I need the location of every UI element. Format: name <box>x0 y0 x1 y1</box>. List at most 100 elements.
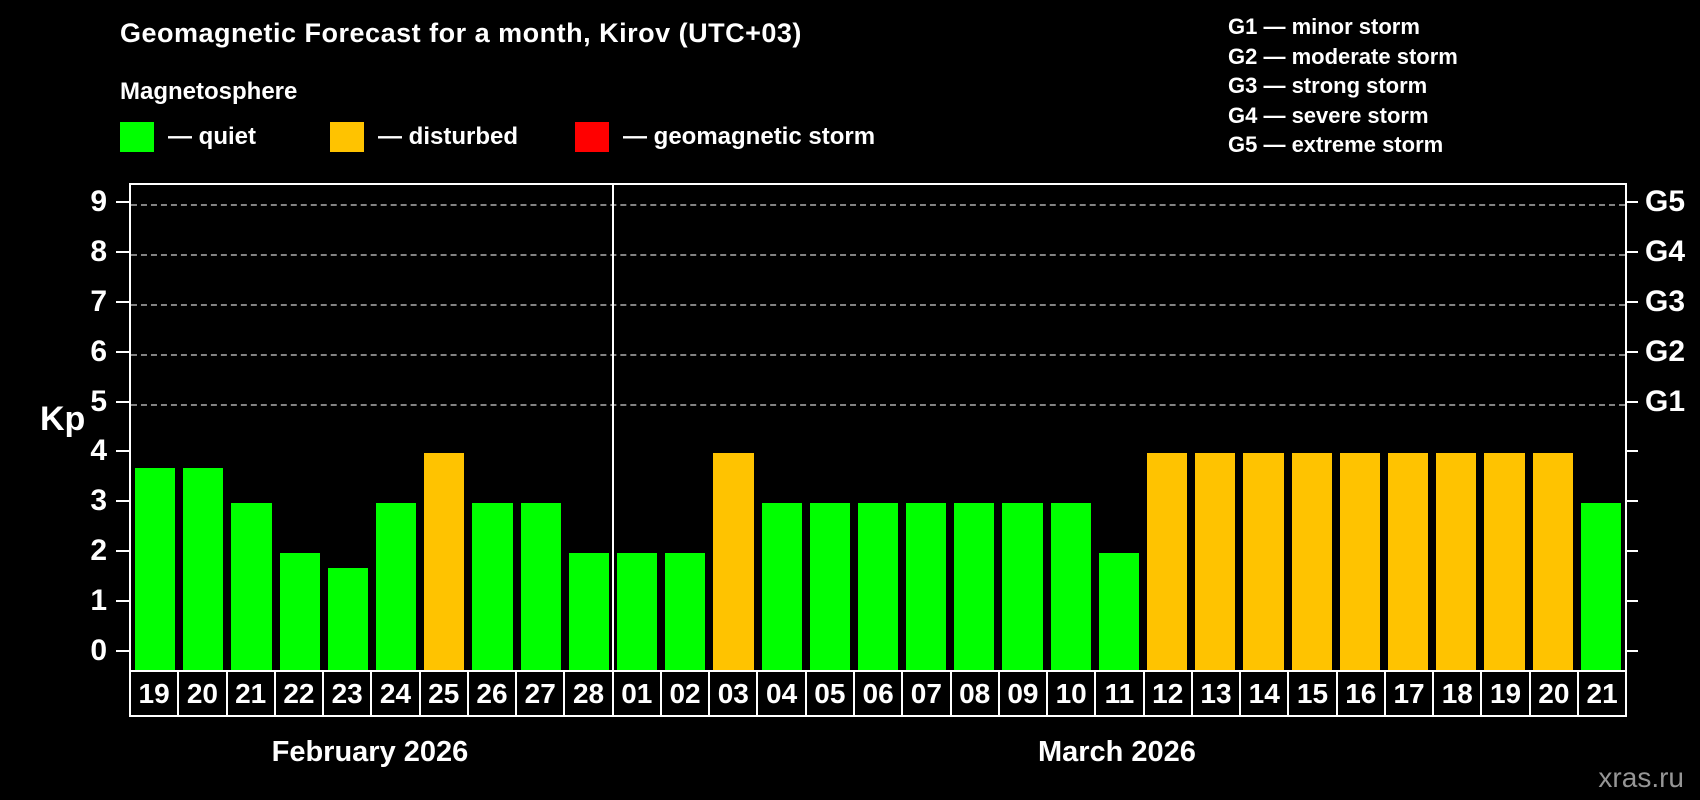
day-label-10: 10 <box>1048 672 1097 715</box>
kp-bar-24 <box>375 503 417 670</box>
day-label-17: 17 <box>1385 672 1435 715</box>
kp-bar-27 <box>520 503 561 670</box>
legend-item-label: — quiet <box>168 123 256 150</box>
y-axis-title: Kp <box>40 400 86 438</box>
day-label-18: 18 <box>1434 672 1483 715</box>
day-label-25: 25 <box>420 672 469 715</box>
y-tick-right-6 <box>1625 350 1638 353</box>
kp-bar-26 <box>472 503 513 670</box>
day-label-20: 20 <box>179 672 228 715</box>
storm-scale-item-g3: G3 — strong storm <box>1228 73 1428 98</box>
disturbed-color-swatch <box>330 122 364 152</box>
kp-bar-07 <box>906 503 947 670</box>
y-tick-right-5 <box>1625 400 1638 403</box>
gridline-kp9 <box>131 204 1625 207</box>
kp-bar-06 <box>857 503 899 670</box>
storm-scale-item-g2: G2 — moderate storm <box>1228 43 1458 69</box>
kp-bar-19 <box>135 468 176 670</box>
kp-bar-09 <box>1002 503 1043 670</box>
day-label-15: 15 <box>1289 672 1338 715</box>
day-label-26: 26 <box>468 672 518 715</box>
g-scale-label-g2: G2 <box>1645 334 1686 368</box>
day-label-08: 08 <box>951 672 1000 715</box>
gridline-kp8 <box>131 254 1625 257</box>
day-label-21: 21 <box>1578 672 1626 715</box>
kp-bar-19 <box>1484 453 1525 670</box>
month-label-march: March 2026 <box>1037 736 1196 768</box>
gridline-kp5 <box>131 403 1625 406</box>
storm-scale-item-g1: G1 — minor storm <box>1228 14 1420 39</box>
y-tick-left-1 <box>116 599 129 602</box>
y-tick-left-0 <box>116 649 129 652</box>
kp-bar-16 <box>1339 453 1381 670</box>
day-label-07: 07 <box>903 672 952 715</box>
legend-item-disturbed: — disturbed <box>330 121 518 153</box>
day-label-09: 09 <box>999 672 1049 715</box>
plot-area <box>129 183 1627 672</box>
kp-bar-05 <box>809 503 850 670</box>
y-tick-right-9 <box>1625 201 1638 204</box>
day-label-12: 12 <box>1144 672 1193 715</box>
kp-bar-08 <box>954 503 995 670</box>
kp-bar-02 <box>665 552 706 670</box>
y-tick-right-7 <box>1625 300 1638 303</box>
y-tick-label-7: 7 <box>90 284 107 318</box>
day-axis-row: 19 20 21 22 23 24 25 26 27 28 01 02 03 04 05 06 07 08 09 10… <box>129 670 1627 717</box>
y-tick-label-0: 0 <box>90 633 107 667</box>
page-title: Geomagnetic Forecast for a month, Kirov … <box>120 18 802 48</box>
month-separator-line <box>611 185 614 670</box>
kp-bar-21 <box>231 503 272 670</box>
g-scale-label-g4: G4 <box>1645 235 1686 269</box>
kp-bar-01 <box>616 552 658 670</box>
gridline-kp6 <box>131 353 1625 356</box>
day-label-27: 27 <box>517 672 566 715</box>
kp-bar-23 <box>327 567 368 670</box>
day-label-20: 20 <box>1530 672 1579 715</box>
kp-bar-13 <box>1195 453 1236 670</box>
quiet-color-swatch <box>120 122 154 152</box>
kp-bar-14 <box>1243 453 1284 670</box>
storm-color-swatch <box>575 122 609 152</box>
y-tick-left-9 <box>116 201 129 204</box>
day-label-03: 03 <box>710 672 759 715</box>
y-tick-right-8 <box>1625 251 1638 254</box>
y-tick-left-8 <box>116 251 129 254</box>
kp-bar-25 <box>424 453 465 670</box>
storm-scale-item-g5: G5 — extreme storm <box>1228 132 1444 157</box>
y-tick-left-6 <box>116 350 129 353</box>
day-label-01: 01 <box>613 672 662 715</box>
legend-item-label: — disturbed <box>378 123 519 150</box>
kp-bar-10 <box>1050 503 1091 670</box>
y-tick-right-4 <box>1625 450 1638 453</box>
kp-bar-28 <box>568 552 609 670</box>
kp-bar-04 <box>761 503 802 670</box>
day-label-04: 04 <box>758 672 807 715</box>
day-label-22: 22 <box>275 672 325 715</box>
kp-bar-17 <box>1388 453 1429 670</box>
kp-bar-12 <box>1147 453 1188 670</box>
day-label-16: 16 <box>1337 672 1386 715</box>
magnetosphere-legend-title: Magnetosphere <box>120 78 298 105</box>
kp-bar-15 <box>1291 453 1332 670</box>
day-label-06: 06 <box>854 672 904 715</box>
y-tick-label-9: 9 <box>90 185 107 219</box>
legend-item-quiet: — quiet <box>120 121 256 153</box>
storm-scale-legend: G1 — minor storm G2 — moderate storm G3 … <box>1228 12 1458 160</box>
kp-bar-03 <box>713 453 754 670</box>
y-tick-left-2 <box>116 549 129 552</box>
g-scale-label-g1: G1 <box>1645 384 1686 418</box>
y-tick-label-8: 8 <box>90 235 107 269</box>
legend-item-storm: — geomagnetic storm <box>575 121 875 153</box>
kp-bar-20 <box>183 468 224 670</box>
g-scale-label-g5: G5 <box>1645 185 1686 219</box>
kp-bar-20 <box>1532 453 1573 670</box>
month-label-february: February 2026 <box>271 736 469 768</box>
day-label-02: 02 <box>661 672 711 715</box>
y-tick-left-4 <box>116 450 129 453</box>
gridline-kp7 <box>131 303 1625 306</box>
kp-bar-22 <box>279 552 320 670</box>
day-label-11: 11 <box>1096 672 1145 715</box>
kp-bar-21 <box>1580 503 1621 670</box>
y-tick-label-2: 2 <box>90 533 107 567</box>
